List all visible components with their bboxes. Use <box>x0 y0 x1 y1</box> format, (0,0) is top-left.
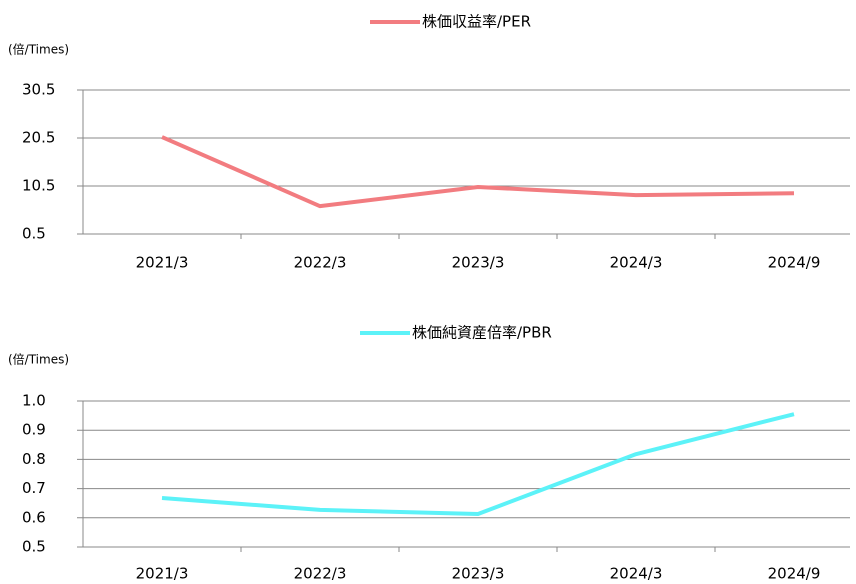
x-tick-label: 2024/9 <box>768 565 821 583</box>
y-tick-label: 0.9 <box>22 421 46 439</box>
y-tick-label: 0.6 <box>22 508 46 526</box>
series-line <box>161 135 795 209</box>
series-line <box>161 412 795 517</box>
x-tick-label: 2024/3 <box>610 254 663 272</box>
x-tick-label: 2023/3 <box>452 254 505 272</box>
y-axis-label: (倍/Times) <box>8 42 69 57</box>
chart-title: 株価純資産倍率/PBR <box>412 324 552 342</box>
y-axis-label: (倍/Times) <box>8 352 69 367</box>
y-tick-label: 20.5 <box>22 129 55 147</box>
x-tick-label: 2023/3 <box>452 565 505 583</box>
y-tick-label: 0.5 <box>22 538 46 556</box>
x-tick-label: 2024/3 <box>610 565 663 583</box>
x-tick-label: 2024/9 <box>768 254 821 272</box>
y-tick-label: 0.5 <box>22 225 46 243</box>
y-tick-label: 10.5 <box>22 177 55 195</box>
y-tick-label: 30.5 <box>22 81 55 99</box>
x-tick-label: 2022/3 <box>294 254 347 272</box>
x-tick-label: 2021/3 <box>136 565 189 583</box>
x-tick-label: 2021/3 <box>136 254 189 272</box>
x-tick-label: 2022/3 <box>294 565 347 583</box>
y-tick-label: 0.8 <box>22 450 46 468</box>
y-tick-label: 1.0 <box>22 392 46 410</box>
y-tick-label: 0.7 <box>22 479 46 497</box>
chart-title: 株価収益率/PER <box>422 13 531 31</box>
